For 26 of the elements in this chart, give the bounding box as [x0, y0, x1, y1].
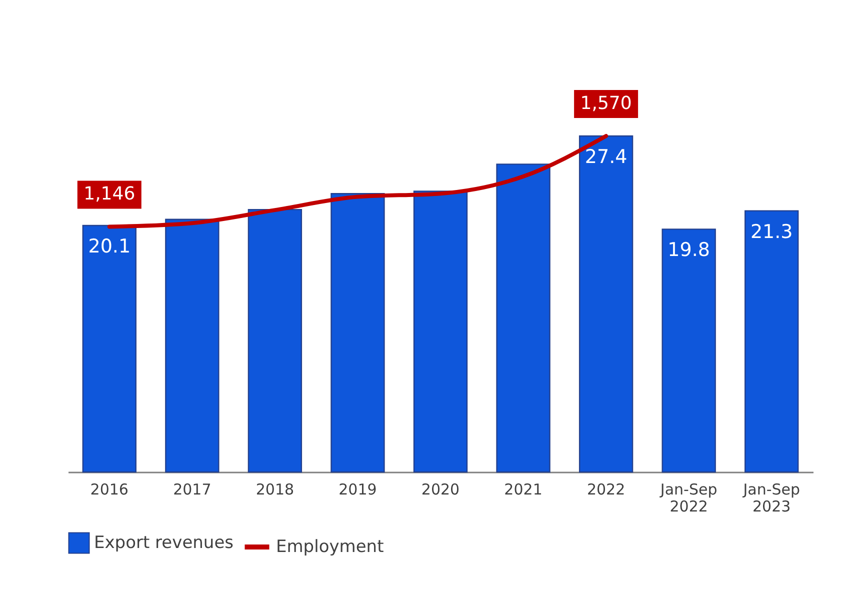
bar	[578, 135, 634, 473]
legend-label: Export revenues	[94, 533, 234, 553]
bar	[330, 193, 385, 473]
x-tick-label: Jan-Sep 2022	[659, 480, 718, 516]
x-tick-label: 2022	[586, 480, 626, 498]
data-label: 1,146	[84, 184, 136, 205]
x-tick-label: 2019	[338, 480, 377, 498]
data-label: 20.1	[88, 236, 131, 258]
legend-label: Employment	[276, 537, 384, 557]
x-tick-label: 2018	[256, 480, 294, 498]
x-tick-label: 2016	[90, 480, 128, 498]
data-label: 19.8	[668, 239, 710, 262]
bar	[662, 228, 716, 473]
bar	[165, 218, 220, 473]
bar	[744, 210, 799, 473]
x-tick-label: 2017	[173, 480, 212, 498]
data-label: 1,570	[580, 93, 632, 114]
bar	[82, 224, 136, 473]
bar	[413, 190, 468, 473]
data-label: 27.4	[584, 146, 628, 168]
bar	[248, 208, 302, 473]
x-tick-label: 2020	[421, 480, 460, 498]
bar	[496, 164, 550, 473]
x-tick-label: Jan-Sep 2023	[742, 480, 800, 516]
x-tick-label: 2021	[504, 480, 542, 498]
data-label: 21.3	[750, 220, 793, 243]
